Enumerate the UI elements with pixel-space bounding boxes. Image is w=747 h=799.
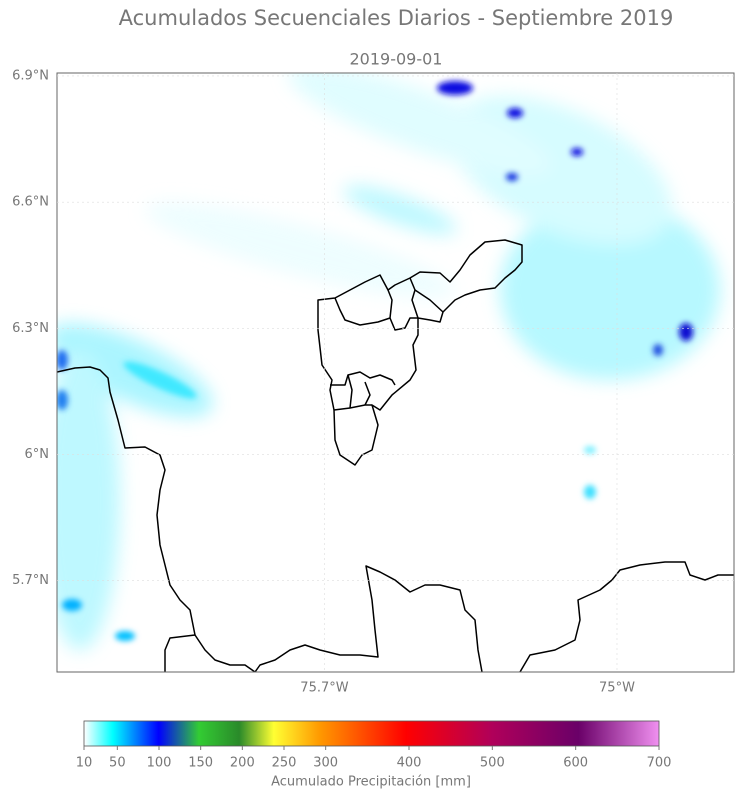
colorbar-label: Acumulado Precipitación [mm] xyxy=(271,775,471,790)
map-frame xyxy=(56,72,735,673)
map xyxy=(56,72,735,673)
y-tick-label: 6°N xyxy=(25,447,50,462)
x-tick-label: 75°W xyxy=(599,681,635,696)
x-tick-label: 75.7°W xyxy=(300,681,348,696)
subtitle: 2019-09-01 xyxy=(350,50,443,69)
y-tick-label: 6.6°N xyxy=(12,195,49,210)
y-tick-label: 6.3°N xyxy=(12,321,49,336)
colorbar-tick-label: 100 xyxy=(147,756,172,771)
boundaries xyxy=(57,239,734,672)
colorbar-tick-label: 400 xyxy=(397,756,422,771)
colorbar-tick-label: 600 xyxy=(563,756,588,771)
colorbar-tick-label: 150 xyxy=(188,756,213,771)
precipitation xyxy=(57,73,734,672)
y-tick-label: 5.7°N xyxy=(12,573,49,588)
colorbar-tick-label: 200 xyxy=(230,756,255,771)
title: Acumulados Secuenciales Diarios - Septie… xyxy=(119,6,674,30)
colorbar-tick-label: 10 xyxy=(76,756,93,771)
y-tick-label: 6.9°N xyxy=(12,68,49,83)
colorbar-tick-label: 250 xyxy=(272,756,297,771)
colorbar xyxy=(83,720,660,747)
colorbar-tick-label: 500 xyxy=(480,756,505,771)
colorbar-tick-label: 50 xyxy=(109,756,126,771)
colorbar-tick-label: 300 xyxy=(313,756,338,771)
colorbar-tick-label: 700 xyxy=(647,756,672,771)
